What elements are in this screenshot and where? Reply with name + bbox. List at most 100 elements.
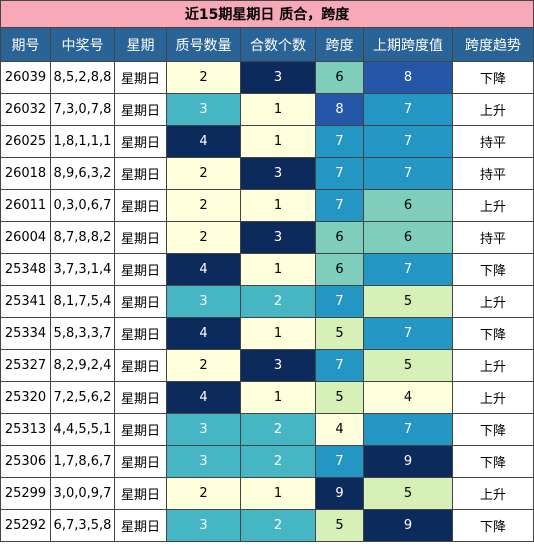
trend-cell: 下降 [451,413,534,446]
day-cell: 星期日 [114,285,167,318]
prev-span-cell: 7 [363,413,453,446]
composite-count-cell: 1 [240,125,316,158]
span-cell: 7 [315,445,364,478]
table-title: 近15期星期日 质合，跨度 [0,0,534,28]
trend-cell: 上升 [451,349,534,382]
composite-count-cell: 1 [240,189,316,222]
prev-span-cell: 6 [363,221,453,254]
composite-count-cell: 3 [240,349,316,382]
issue-cell: 26011 [0,189,51,222]
day-cell: 星期日 [114,61,167,94]
issue-cell: 25341 [0,285,51,318]
prime-count-cell: 4 [166,253,241,286]
composite-count-cell: 1 [240,381,316,414]
prime-count-cell: 4 [166,125,241,158]
prime-count-cell: 2 [166,189,241,222]
table-row: 25320 7,2,5,6,2 星期日 4 1 5 4 上升 [0,381,534,414]
span-cell: 7 [315,157,364,190]
issue-cell: 25320 [0,381,51,414]
prev-span-cell: 9 [363,445,453,478]
prev-span-cell: 7 [363,93,453,126]
trend-cell: 持平 [451,125,534,158]
composite-count-cell: 1 [240,317,316,350]
header-issue: 期号 [0,27,51,62]
issue-cell: 26039 [0,61,51,94]
issue-cell: 26025 [0,125,51,158]
issue-cell: 26004 [0,221,51,254]
day-cell: 星期日 [114,413,167,446]
trend-cell: 持平 [451,157,534,190]
table-row: 25348 3,7,3,1,4 星期日 4 1 6 7 下降 [0,253,534,286]
digits-cell: 3,7,3,1,4 [50,253,115,286]
day-cell: 星期日 [114,221,167,254]
digits-cell: 8,7,8,8,2 [50,221,115,254]
trend-cell: 上升 [451,381,534,414]
issue-cell: 25299 [0,477,51,510]
day-cell: 星期日 [114,509,167,542]
prime-count-cell: 3 [166,509,241,542]
day-cell: 星期日 [114,157,167,190]
prime-count-cell: 4 [166,317,241,350]
issue-cell: 26018 [0,157,51,190]
header-span: 跨度 [315,27,364,62]
prime-count-cell: 3 [166,93,241,126]
table-row: 25299 3,0,0,9,7 星期日 2 1 9 5 上升 [0,477,534,510]
digits-cell: 7,3,0,7,8 [50,93,115,126]
table-row: 26004 8,7,8,8,2 星期日 2 3 6 6 持平 [0,221,534,254]
composite-count-cell: 1 [240,477,316,510]
table-row: 25292 6,7,3,5,8 星期日 3 2 5 9 下降 [0,509,534,542]
stats-table: 近15期星期日 质合，跨度 期号 中奖号 星期 质号数量 合数个数 跨度 上期跨… [0,0,534,542]
header-row: 期号 中奖号 星期 质号数量 合数个数 跨度 上期跨度值 跨度趋势 [0,27,534,62]
digits-cell: 8,5,2,8,8 [50,61,115,94]
prev-span-cell: 5 [363,477,453,510]
day-cell: 星期日 [114,253,167,286]
composite-count-cell: 2 [240,285,316,318]
issue-cell: 25306 [0,445,51,478]
table-row: 25327 8,2,9,2,4 星期日 2 3 7 5 上升 [0,349,534,382]
span-cell: 4 [315,413,364,446]
prime-count-cell: 2 [166,477,241,510]
digits-cell: 1,7,8,6,7 [50,445,115,478]
span-cell: 7 [315,349,364,382]
composite-count-cell: 2 [240,509,316,542]
trend-cell: 下降 [451,445,534,478]
prev-span-cell: 7 [363,125,453,158]
span-cell: 6 [315,61,364,94]
digits-cell: 5,8,3,3,7 [50,317,115,350]
header-digits: 中奖号 [50,27,115,62]
composite-count-cell: 1 [240,253,316,286]
prev-span-cell: 5 [363,285,453,318]
digits-cell: 7,2,5,6,2 [50,381,115,414]
prime-count-cell: 2 [166,349,241,382]
prime-count-cell: 4 [166,381,241,414]
prev-span-cell: 7 [363,253,453,286]
table-row: 26011 0,3,0,6,7 星期日 2 1 7 6 上升 [0,189,534,222]
trend-cell: 下降 [451,317,534,350]
digits-cell: 1,8,1,1,1 [50,125,115,158]
issue-cell: 25348 [0,253,51,286]
digits-cell: 0,3,0,6,7 [50,189,115,222]
span-cell: 9 [315,477,364,510]
issue-cell: 25313 [0,413,51,446]
table-row: 25306 1,7,8,6,7 星期日 3 2 7 9 下降 [0,445,534,478]
composite-count-cell: 3 [240,61,316,94]
composite-count-cell: 2 [240,445,316,478]
header-prime-count: 质号数量 [166,27,241,62]
prime-count-cell: 3 [166,285,241,318]
prev-span-cell: 9 [363,509,453,542]
day-cell: 星期日 [114,445,167,478]
issue-cell: 26032 [0,93,51,126]
table-row: 26025 1,8,1,1,1 星期日 4 1 7 7 持平 [0,125,534,158]
issue-cell: 25334 [0,317,51,350]
table-row: 25334 5,8,3,3,7 星期日 4 1 5 7 下降 [0,317,534,350]
day-cell: 星期日 [114,93,167,126]
composite-count-cell: 2 [240,413,316,446]
day-cell: 星期日 [114,477,167,510]
day-cell: 星期日 [114,381,167,414]
header-day: 星期 [114,27,167,62]
digits-cell: 4,4,5,5,1 [50,413,115,446]
span-cell: 8 [315,93,364,126]
prev-span-cell: 7 [363,157,453,190]
digits-cell: 8,2,9,2,4 [50,349,115,382]
composite-count-cell: 3 [240,221,316,254]
